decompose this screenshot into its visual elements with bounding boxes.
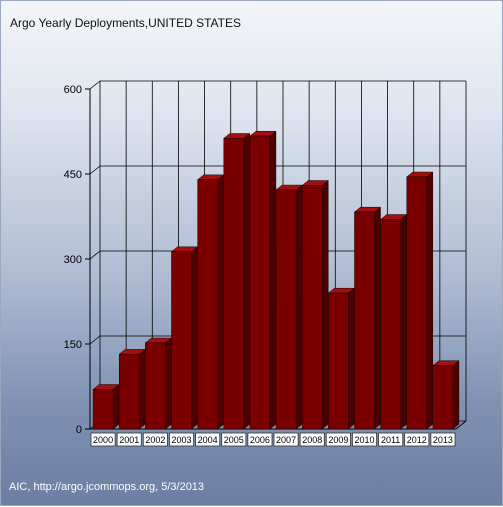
bar-2010 bbox=[353, 206, 382, 430]
bar-2004 bbox=[196, 174, 225, 430]
x-label-box bbox=[195, 432, 221, 447]
y-tick-label: 600 bbox=[64, 84, 82, 96]
bar-front bbox=[328, 292, 349, 430]
bar-2005 bbox=[223, 132, 251, 430]
x-tick-label: 2012 bbox=[407, 435, 427, 445]
bar-front bbox=[354, 211, 375, 430]
bar-side bbox=[191, 246, 198, 430]
x-label-box bbox=[404, 432, 430, 447]
bar-2003 bbox=[170, 246, 199, 430]
x-label-box bbox=[325, 432, 351, 447]
x-tick-label: 2010 bbox=[354, 435, 374, 445]
bar-front bbox=[118, 353, 140, 430]
bar-front bbox=[92, 389, 114, 430]
x-label-box bbox=[430, 432, 456, 447]
bar-side bbox=[243, 132, 251, 430]
x-tick-label: 2011 bbox=[381, 435, 400, 445]
bar-front bbox=[406, 176, 428, 430]
bar-side bbox=[165, 337, 172, 430]
bar-front bbox=[380, 219, 401, 430]
x-label-box bbox=[221, 432, 247, 447]
bar-front bbox=[223, 138, 245, 430]
bar-front bbox=[171, 251, 192, 430]
bar-2006 bbox=[249, 130, 277, 430]
x-label-box bbox=[116, 432, 142, 447]
bar-2008 bbox=[301, 180, 329, 430]
bar-front bbox=[197, 179, 218, 430]
bar-2012 bbox=[406, 171, 434, 430]
bar-2000 bbox=[92, 384, 120, 430]
chart-title: Argo Yearly Deployments,UNITED STATES bbox=[10, 16, 241, 30]
y-tick-label: 150 bbox=[64, 339, 82, 351]
x-tick-label: 2006 bbox=[250, 435, 270, 445]
x-tick-label: 2001 bbox=[119, 435, 139, 445]
bar-side bbox=[295, 184, 303, 430]
bar-2007 bbox=[275, 184, 303, 430]
bar-2001 bbox=[118, 348, 146, 430]
x-label-box bbox=[142, 432, 168, 447]
bar-2013 bbox=[432, 360, 460, 430]
bar-side bbox=[400, 214, 407, 430]
floor-edge bbox=[455, 420, 467, 430]
grid-line-depth bbox=[89, 250, 101, 260]
bar-2011 bbox=[379, 214, 408, 430]
bar-2002 bbox=[144, 337, 173, 430]
bar-front bbox=[275, 189, 297, 430]
bar-front bbox=[249, 135, 271, 430]
x-label-box bbox=[247, 432, 273, 447]
grid-line-depth bbox=[89, 335, 101, 345]
x-tick-label: 2003 bbox=[171, 435, 191, 445]
grid-line-depth bbox=[89, 165, 101, 175]
y-tick-label: 300 bbox=[64, 254, 82, 266]
bar-front bbox=[301, 185, 323, 430]
bar-front bbox=[432, 365, 454, 430]
x-label-box bbox=[299, 432, 325, 447]
bar-front bbox=[145, 342, 166, 430]
bar-side bbox=[374, 206, 381, 430]
bar-side bbox=[217, 174, 224, 430]
bar-side bbox=[452, 360, 460, 430]
bar-side bbox=[426, 171, 434, 430]
x-label-box bbox=[378, 432, 404, 447]
x-label-box bbox=[273, 432, 299, 447]
y-tick-label: 450 bbox=[64, 169, 82, 181]
x-tick-label: 2000 bbox=[93, 435, 113, 445]
bar-side bbox=[138, 348, 146, 430]
bar-side bbox=[269, 130, 277, 430]
x-tick-label: 2002 bbox=[145, 435, 165, 445]
grid-line-depth bbox=[89, 80, 101, 90]
y-tick-label: 0 bbox=[76, 424, 82, 436]
bar-side bbox=[321, 180, 329, 430]
x-tick-label: 2004 bbox=[198, 435, 218, 445]
x-label-box bbox=[352, 432, 377, 447]
source-footer: AIC, http://argo.jcommops.org, 5/3/2013 bbox=[9, 481, 205, 493]
x-tick-label: 2005 bbox=[224, 435, 244, 445]
bar-2009 bbox=[327, 287, 356, 430]
bar-side bbox=[112, 384, 120, 430]
x-tick-label: 2013 bbox=[433, 435, 453, 445]
x-tick-label: 2009 bbox=[328, 435, 348, 445]
x-tick-label: 2008 bbox=[302, 435, 322, 445]
x-label-box bbox=[169, 432, 194, 447]
x-label-box bbox=[90, 432, 116, 447]
x-tick-label: 2007 bbox=[276, 435, 296, 445]
bar-side bbox=[348, 287, 355, 430]
